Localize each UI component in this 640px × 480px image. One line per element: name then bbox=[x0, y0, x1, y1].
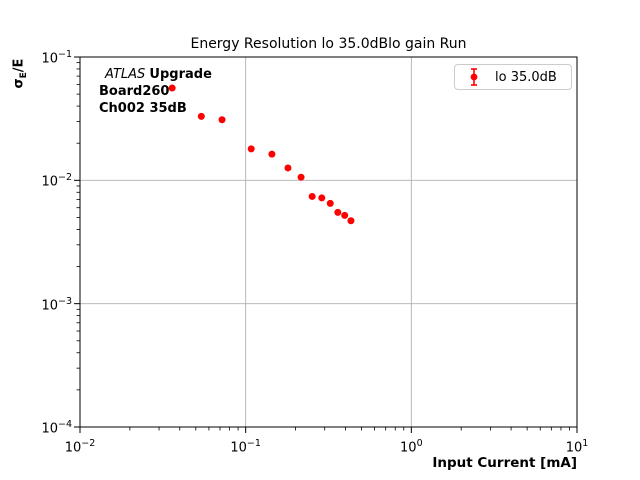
annotation-line-channel: Ch002 35dB bbox=[99, 101, 187, 116]
y-tick-label: 10−2 bbox=[41, 172, 72, 190]
y-tick-label: 10−3 bbox=[41, 295, 72, 313]
data-point bbox=[197, 112, 205, 120]
data-point bbox=[341, 211, 349, 219]
data-point bbox=[218, 116, 226, 124]
data-point bbox=[347, 217, 355, 225]
data-point bbox=[297, 173, 305, 181]
chart-title: Energy Resolution lo 35.0dBlo gain Run bbox=[190, 36, 467, 52]
data-point bbox=[318, 194, 326, 202]
ylabel-tail: /E bbox=[11, 58, 27, 73]
annotation-upgrade: Upgrade bbox=[149, 67, 212, 82]
legend-box: lo 35.0dB bbox=[454, 64, 572, 90]
annotation-experiment: ATLAS bbox=[105, 67, 146, 82]
legend-label: lo 35.0dB bbox=[495, 69, 557, 85]
data-point bbox=[168, 84, 176, 92]
data-point bbox=[326, 199, 334, 207]
x-tick-label: 100 bbox=[400, 438, 423, 456]
data-point bbox=[334, 208, 342, 216]
legend-errorbar-icon bbox=[470, 68, 478, 86]
data-point bbox=[247, 145, 255, 153]
data-point bbox=[284, 164, 292, 172]
ylabel-subscript: E bbox=[19, 72, 30, 79]
annotation-line-board: Board260 bbox=[99, 84, 170, 99]
data-point bbox=[308, 192, 316, 200]
ylabel-sigma: σ bbox=[11, 78, 27, 89]
x-tick-label: 101 bbox=[565, 438, 589, 456]
data-point bbox=[268, 150, 276, 158]
x-axis-label: Input Current [mA] bbox=[432, 455, 577, 471]
y-tick-label: 10−4 bbox=[41, 419, 72, 437]
axes-frame bbox=[79, 56, 578, 428]
x-tick-label: 10−1 bbox=[230, 438, 261, 456]
x-tick-label: 10−2 bbox=[64, 438, 96, 456]
y-tick-label: 10−1 bbox=[41, 49, 72, 67]
annotation-line-experiment: ATLAS Upgrade bbox=[105, 66, 212, 83]
